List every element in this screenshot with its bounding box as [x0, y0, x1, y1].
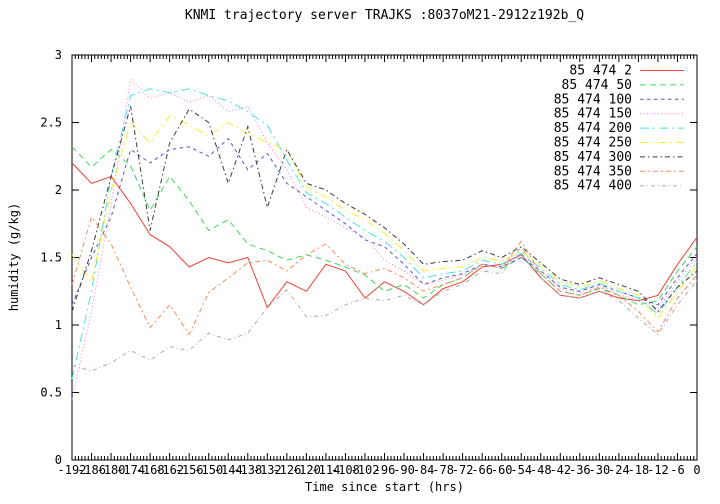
x-tick-label: -180: [97, 463, 126, 477]
x-tick-label: -138: [233, 463, 262, 477]
series-line: [71, 88, 698, 380]
x-tick-label: -6: [670, 463, 684, 477]
x-tick-label: -12: [647, 463, 669, 477]
legend-entry-label: 85 474 300: [554, 150, 632, 165]
x-tick-label: -42: [549, 463, 571, 477]
series-line: [71, 115, 698, 320]
x-tick-label: -36: [569, 463, 591, 477]
x-tick-label: -66: [471, 463, 493, 477]
x-tick-label: -150: [194, 463, 223, 477]
x-tick-label: -144: [214, 463, 243, 477]
legend-entry-label: 85 474 50: [562, 78, 632, 93]
y-tick-label: 2: [55, 183, 62, 197]
x-tick-label: -120: [292, 463, 321, 477]
x-axis-label: Time since start (hrs): [305, 480, 464, 494]
x-tick-label: -48: [530, 463, 552, 477]
series-line: [71, 215, 698, 336]
x-tick-label: -174: [116, 463, 145, 477]
y-tick-label: 2.5: [40, 116, 62, 130]
y-tick-label: 0.5: [40, 386, 62, 400]
y-tick-label: 0: [55, 453, 62, 467]
x-tick-label: -30: [589, 463, 611, 477]
x-tick-label: 0: [693, 463, 700, 477]
x-tick-label: -192: [58, 463, 87, 477]
x-tick-label: -108: [331, 463, 360, 477]
x-tick-label: -54: [510, 463, 532, 477]
legend-entry-label: 85 474 250: [554, 136, 632, 151]
x-tick-label: -162: [155, 463, 184, 477]
y-tick-label: 1.5: [40, 251, 62, 265]
legend-entry-label: 85 474 350: [554, 164, 632, 179]
y-tick-label: 3: [55, 48, 62, 62]
legend-entry-label: 85 474 400: [554, 179, 632, 194]
x-tick-label: -90: [393, 463, 415, 477]
y-tick-label: 1: [55, 318, 62, 332]
x-tick-label: -60: [491, 463, 513, 477]
series-line: [71, 162, 698, 309]
chart-title: KNMI trajectory server TRAJKS :8037oM21-…: [184, 8, 585, 23]
x-tick-label: -186: [77, 463, 106, 477]
legend-entry-label: 85 474 2: [569, 64, 632, 79]
legend-entry-label: 85 474 200: [554, 121, 632, 136]
x-tick-label: -102: [351, 463, 380, 477]
x-tick-label: -156: [175, 463, 204, 477]
x-tick-label: -78: [432, 463, 454, 477]
x-tick-label: -114: [311, 463, 340, 477]
series-line: [71, 137, 698, 306]
x-tick-label: -126: [272, 463, 301, 477]
x-tick-label: -96: [374, 463, 396, 477]
legend-entry-label: 85 474 100: [554, 92, 632, 107]
x-tick-label: -24: [608, 463, 630, 477]
x-tick-label: -18: [628, 463, 650, 477]
series-line: [71, 106, 698, 313]
x-tick-label: -132: [253, 463, 282, 477]
x-tick-label: -72: [452, 463, 474, 477]
x-tick-label: -168: [136, 463, 165, 477]
legend-entry-label: 85 474 150: [554, 107, 632, 122]
x-tick-label: -84: [413, 463, 435, 477]
series-line: [71, 245, 698, 372]
